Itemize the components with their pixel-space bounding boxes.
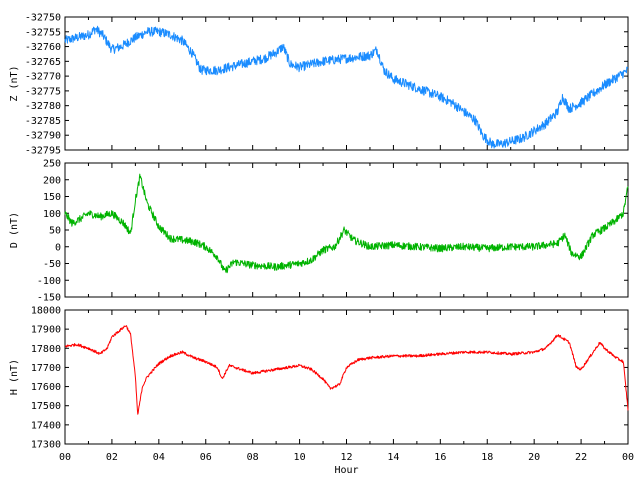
x-tick-label: 12	[340, 452, 352, 463]
y-tick-label: 200	[43, 175, 61, 186]
y-axis-title: H (nT)	[9, 359, 20, 395]
panel-z: -32750 -32755 -32760 -32765 -32770 -32775 -327…	[9, 13, 629, 157]
plot-frame	[64, 16, 629, 151]
y-tick-label: -32790	[25, 131, 61, 142]
x-tick-label: 00	[59, 452, 71, 463]
y-tick-label: -32770	[25, 72, 61, 83]
x-tick-label: 02	[106, 452, 118, 463]
y-axis-title: Z (nT)	[9, 65, 20, 101]
x-tick-label: 06	[200, 452, 212, 463]
y-tick-label: 18000	[31, 306, 61, 317]
x-tick-label: 14	[387, 452, 399, 463]
y-tick-label: -150	[37, 293, 61, 304]
y-tick-label: 17600	[31, 382, 61, 393]
x-tick-label: 08	[247, 452, 259, 463]
x-axis-title: Hour	[334, 465, 358, 476]
y-tick-label: 17800	[31, 344, 61, 355]
y-tick-label: 17400	[31, 420, 61, 431]
x-tick-label: 20	[528, 452, 540, 463]
y-tick-label: 50	[49, 226, 61, 237]
y-tick-label: 150	[43, 192, 61, 203]
y-tick-label: -32785	[25, 116, 61, 127]
y-tick-label: 17900	[31, 325, 61, 336]
y-tick-label: -32755	[25, 27, 61, 38]
y-axis-title: D (nT)	[9, 212, 20, 248]
x-tick-label: 18	[481, 452, 493, 463]
y-tick-label: -32765	[25, 57, 61, 68]
panel-d: 250 200 150 100 50 0 -50 -100 -150 D (nT)	[9, 159, 629, 304]
y-tick-label: 100	[43, 209, 61, 220]
x-tick-label: 16	[434, 452, 446, 463]
series-line-0	[64, 25, 629, 149]
y-tick-label: -32795	[25, 146, 61, 157]
x-tick-label: 00	[622, 452, 634, 463]
series-line-0	[64, 173, 629, 274]
y-tick-label: -32750	[25, 13, 61, 24]
x-tick-label: 22	[575, 452, 587, 463]
panel-h: 18000 17900 17800 17700 17600 17500 17400 17300…	[9, 306, 629, 451]
y-tick-label: -32780	[25, 101, 61, 112]
x-tick-label: 10	[294, 452, 306, 463]
series-line-0	[64, 325, 629, 415]
y-tick-label: -50	[43, 259, 61, 270]
y-tick-label: 17700	[31, 363, 61, 374]
y-tick-label: -100	[37, 276, 61, 287]
y-tick-label: 17300	[31, 440, 61, 451]
y-tick-label: 17500	[31, 401, 61, 412]
x-tick-label: 04	[153, 452, 165, 463]
y-tick-label: 0	[55, 242, 61, 253]
y-tick-label: -32775	[25, 86, 61, 97]
y-tick-label: -32760	[25, 42, 61, 53]
y-tick-label: 250	[43, 159, 61, 170]
plot-frame	[64, 309, 629, 445]
